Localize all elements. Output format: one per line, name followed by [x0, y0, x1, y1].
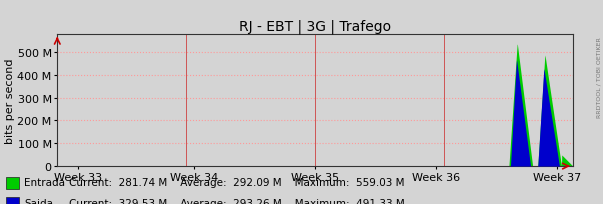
- Text: Saida: Saida: [24, 198, 53, 204]
- Text: Current:  329.53 M    Average:  293.26 M    Maximum:  491.33 M: Current: 329.53 M Average: 293.26 M Maxi…: [69, 198, 405, 204]
- Text: Current:  281.74 M    Average:  292.09 M    Maximum:  559.03 M: Current: 281.74 M Average: 292.09 M Maxi…: [69, 178, 405, 187]
- Text: RRDTOOL / TOBI OETIKER: RRDTOOL / TOBI OETIKER: [597, 37, 602, 118]
- Y-axis label: bits per second: bits per second: [5, 58, 14, 143]
- Text: Entrada: Entrada: [24, 178, 65, 187]
- Title: RJ - EBT | 3G | Trafego: RJ - EBT | 3G | Trafego: [239, 20, 391, 34]
